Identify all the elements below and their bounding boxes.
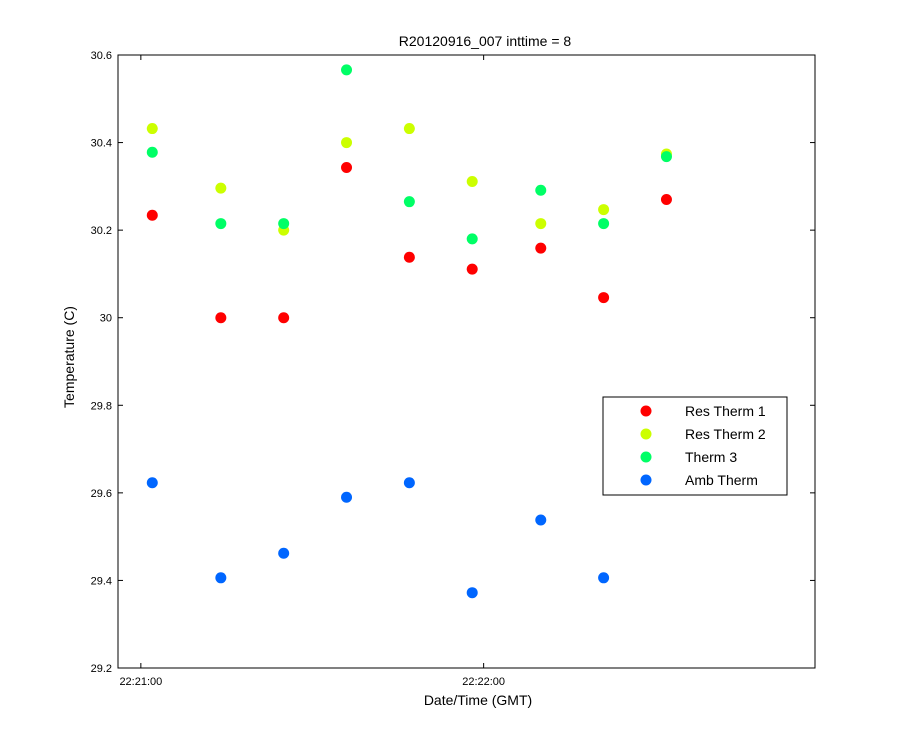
y-tick-label: 30: [100, 313, 112, 325]
legend-marker-res-therm-2: [640, 428, 652, 440]
point-therm-3: [598, 218, 610, 230]
point-amb-therm: [215, 572, 227, 584]
point-amb-therm: [278, 547, 290, 559]
point-amb-therm: [598, 572, 610, 584]
point-res-therm-2: [215, 182, 227, 194]
point-therm-3: [215, 218, 227, 230]
point-res-therm-2: [535, 218, 547, 230]
point-amb-therm: [535, 514, 547, 526]
y-axis-label: Temperature (C): [61, 306, 77, 408]
point-res-therm-1: [341, 162, 353, 174]
y-axis: 29.2 29.4 29.6 29.8 30 30.2 30.4 30.6: [91, 50, 815, 675]
point-res-therm-2: [598, 204, 610, 216]
y-tick-label: 29.2: [91, 663, 112, 675]
legend-label-res-therm-2: Res Therm 2: [685, 426, 766, 442]
point-res-therm-2: [403, 123, 415, 135]
x-tick-label: 22:21:00: [119, 676, 162, 688]
legend-marker-amb-therm: [640, 474, 652, 486]
x-axis-label: Date/Time (GMT): [424, 692, 532, 708]
legend: Res Therm 1 Res Therm 2 Therm 3 Amb Therm: [602, 396, 788, 496]
point-amb-therm: [466, 587, 478, 599]
point-therm-3: [278, 218, 290, 230]
data-points: [146, 64, 672, 599]
point-res-therm-1: [598, 292, 610, 304]
y-tick-label: 30.4: [91, 138, 112, 150]
point-res-therm-1: [146, 209, 158, 221]
legend-label-therm-3: Therm 3: [685, 449, 737, 465]
plot-area: [117, 54, 816, 669]
point-amb-therm: [146, 477, 158, 489]
legend-marker-therm-3: [640, 451, 652, 463]
y-tick-label: 29.6: [91, 488, 112, 500]
point-therm-3: [403, 196, 415, 208]
point-therm-3: [535, 184, 547, 196]
point-therm-3: [341, 64, 353, 76]
point-res-therm-1: [278, 312, 290, 324]
legend-box: [602, 396, 788, 496]
x-axis: 22:21:00 22:22:00: [119, 55, 505, 688]
y-tick-label: 29.4: [91, 575, 112, 587]
point-amb-therm: [341, 491, 353, 503]
y-tick-label: 30.2: [91, 225, 112, 237]
legend-marker-res-therm-1: [640, 405, 652, 417]
point-res-therm-1: [403, 251, 415, 263]
point-therm-3: [466, 233, 478, 245]
point-therm-3: [660, 151, 672, 163]
point-res-therm-2: [146, 123, 158, 135]
point-res-therm-1: [660, 193, 672, 205]
point-res-therm-1: [466, 263, 478, 275]
point-amb-therm: [403, 477, 415, 489]
point-therm-3: [146, 146, 158, 158]
point-res-therm-2: [341, 137, 353, 149]
legend-label-res-therm-1: Res Therm 1: [685, 403, 766, 419]
y-tick-label: 29.8: [91, 400, 112, 412]
x-tick-label: 22:22:00: [462, 676, 505, 688]
point-res-therm-1: [535, 242, 547, 254]
legend-label-amb-therm: Amb Therm: [685, 472, 758, 488]
point-res-therm-1: [215, 312, 227, 324]
point-res-therm-2: [466, 176, 478, 188]
y-tick-label: 30.6: [91, 50, 112, 62]
chart-title: R20120916_007 inttime = 8: [399, 33, 572, 49]
